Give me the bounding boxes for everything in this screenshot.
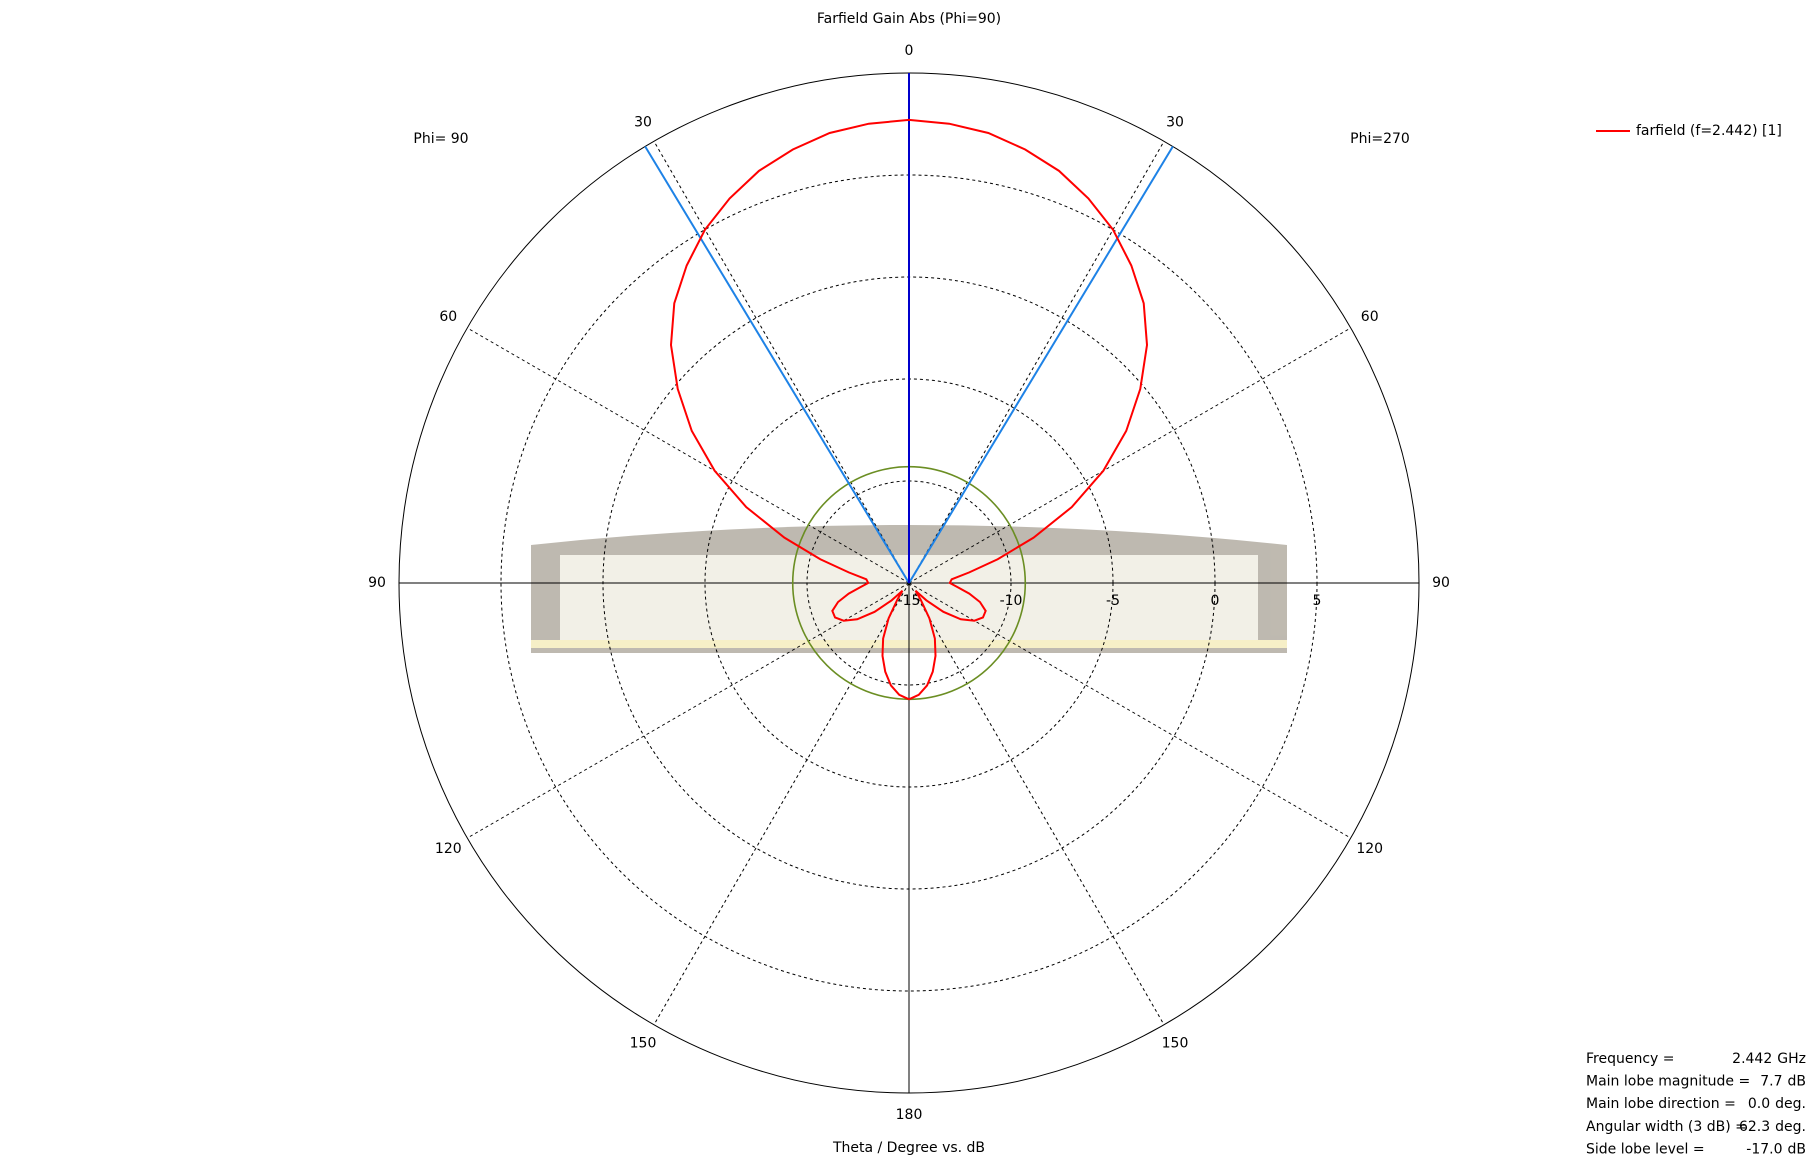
r-tick-label: -5 — [1106, 593, 1120, 609]
theta-tick-label: 0 — [905, 43, 914, 59]
theta-tick-label: 30 — [634, 114, 652, 130]
theta-tick-label: 120 — [1356, 841, 1383, 857]
theta-tick-label: 30 — [1166, 114, 1184, 130]
info-unit: deg. — [1775, 1096, 1806, 1112]
grid-spoke — [653, 582, 910, 1025]
r-tick-label: 0 — [1211, 593, 1220, 609]
info-number: 2.442 — [1732, 1051, 1772, 1067]
r-tick-label: -10 — [1000, 593, 1023, 609]
info-value: 7.7 dB — [1760, 1074, 1806, 1090]
legend-label: farfield (f=2.442) [1] — [1636, 123, 1782, 139]
theta-tick-label: 180 — [896, 1107, 923, 1123]
grid-spoke — [467, 582, 910, 839]
chart-title: Farfield Gain Abs (Phi=90) — [817, 11, 1001, 27]
theta-tick-label: 90 — [1432, 575, 1450, 591]
info-unit: dB — [1788, 1141, 1807, 1157]
phi-label: Phi= 90 — [413, 131, 468, 147]
info-number: 0.0 — [1748, 1096, 1770, 1112]
info-number: 7.7 — [1760, 1074, 1782, 1090]
info-value: 62.3 deg. — [1739, 1119, 1806, 1135]
theta-tick-label: 120 — [435, 841, 462, 857]
theta-tick-label: 150 — [630, 1036, 657, 1052]
x-axis-label: Theta / Degree vs. dB — [832, 1140, 985, 1156]
info-label: Angular width (3 dB) = — [1586, 1119, 1747, 1135]
info-label: Main lobe direction = — [1586, 1096, 1736, 1112]
pattern-line — [669, 118, 1149, 701]
info-label: Side lobe level = — [1586, 1141, 1705, 1157]
info-unit: GHz — [1777, 1051, 1806, 1067]
theta-tick-label: 150 — [1162, 1036, 1189, 1052]
beamwidth-line — [644, 146, 910, 584]
theta-tick-label: 60 — [1361, 309, 1379, 325]
info-label: Main lobe magnitude = — [1586, 1074, 1750, 1090]
info-number: 62.3 — [1739, 1119, 1770, 1135]
grid-spoke — [467, 327, 910, 584]
grid-spoke — [908, 582, 1351, 839]
theta-tick-label: 60 — [439, 309, 457, 325]
info-value: -17.0 dB — [1746, 1141, 1806, 1157]
grid-spoke — [908, 327, 1351, 584]
grid-spoke — [908, 582, 1165, 1025]
info-label: Frequency = — [1586, 1051, 1675, 1067]
info-value: 2.442 GHz — [1732, 1051, 1806, 1067]
r-tick-label: 5 — [1313, 593, 1322, 609]
phi-label: Phi=270 — [1350, 131, 1410, 147]
info-number: -17.0 — [1746, 1141, 1782, 1157]
grid-spoke — [908, 141, 1165, 584]
info-unit: dB — [1788, 1074, 1807, 1090]
info-value: 0.0 deg. — [1748, 1096, 1806, 1112]
theta-tick-label: 90 — [368, 575, 386, 591]
grid-spoke — [653, 141, 910, 584]
info-unit: deg. — [1775, 1119, 1806, 1135]
beamwidth-line — [908, 146, 1174, 584]
